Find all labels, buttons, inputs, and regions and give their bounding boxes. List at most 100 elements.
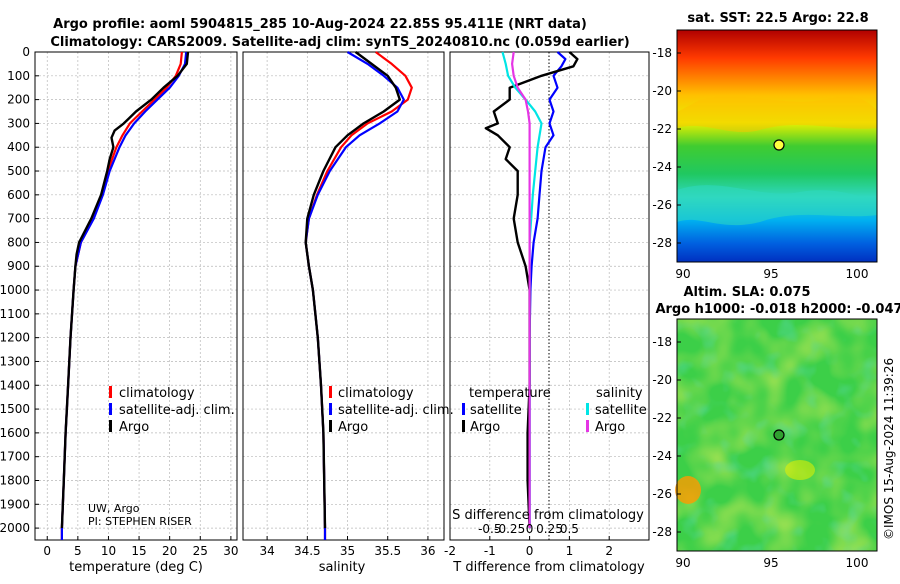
series-satellite-adj-clim- — [304, 51, 405, 540]
salinity-series — [304, 51, 413, 540]
salinity-x-label: salinity — [319, 560, 366, 575]
lat-tick-label: -20 — [652, 373, 672, 387]
temperature-x-label: temperature (deg C) — [69, 560, 203, 575]
x-tick-label: 30 — [223, 544, 238, 558]
sla-yellow-blob — [785, 460, 815, 480]
salinity-difference-label: S difference from climatology — [452, 508, 644, 523]
lon-tick-label: 100 — [846, 267, 869, 281]
legend-label-t-argo: Argo — [470, 420, 500, 435]
legend-marker-climatology — [329, 386, 332, 398]
depth-tick-label: 400 — [7, 140, 30, 154]
sla-map-title-2: Argo h1000: -0.018 h2000: -0.047 — [655, 302, 900, 317]
series-s-argo — [510, 51, 531, 529]
legend-marker-satellite — [329, 403, 332, 415]
x-tick-label: 10 — [101, 544, 116, 558]
salinity-x-ticks: 34 34.5 35 35.5 36 — [259, 536, 436, 558]
x-tick-label: 34 — [259, 544, 274, 558]
lat-tick-label: -28 — [652, 525, 672, 539]
x-tick-label: 20 — [162, 544, 177, 558]
depth-tick-label: 1800 — [0, 473, 30, 487]
lon-tick-label: 95 — [763, 556, 778, 570]
depth-tick-label: 1300 — [0, 354, 30, 368]
salinity-grid — [243, 51, 444, 540]
series-climatology — [304, 51, 413, 540]
lat-tick-label: -20 — [652, 84, 672, 98]
depth-tick-label: 900 — [7, 259, 30, 273]
x-tick-label: 25 — [193, 544, 208, 558]
x-tick-label: 35 — [340, 544, 355, 558]
sst-longitude-ticks: 90 95 100 — [675, 267, 868, 281]
depth-tick-label: 100 — [7, 69, 30, 83]
lon-tick-label: 90 — [675, 556, 690, 570]
x-tick-label: 0 — [43, 544, 51, 558]
depth-tick-label: 1600 — [0, 426, 30, 440]
salinity-difference-ticks: -0.5-0.25 0 0.250.5 — [478, 522, 579, 536]
lat-tick-label: -18 — [652, 46, 672, 60]
legend-label-satellite: satellite-adj. clim. — [338, 403, 454, 418]
legend-label-satellite: satellite-adj. clim. — [119, 403, 235, 418]
temperature-axes-frame — [34, 51, 238, 541]
legend-label-argo: Argo — [119, 420, 149, 435]
x-tick-label: 36 — [420, 544, 435, 558]
salinity-axes-frame — [242, 51, 445, 541]
temperature-legend: climatology satellite-adj. clim. Argo — [109, 386, 235, 435]
sla-map-title-1: Altim. SLA: 0.075 — [684, 285, 811, 300]
x-tick-label: 2 — [605, 544, 613, 558]
argo-location-marker — [773, 429, 785, 441]
legend-label-argo: Argo — [338, 420, 368, 435]
title-line-2: Climatology: CARS2009. Satellite-adj cli… — [50, 35, 629, 50]
timestamp: ©IMOS 15-Aug-2024 11:39:26 — [882, 358, 896, 540]
credit-line-2: PI: STEPHEN RISER — [88, 515, 192, 528]
temperature-x-ticks: 0 5 10 15 20 25 30 — [43, 536, 239, 558]
s-tick-label: -0.25 — [494, 522, 525, 536]
sla-map-frame — [676, 318, 878, 552]
x-tick-label: 0 — [526, 544, 534, 558]
lat-tick-label: -24 — [652, 449, 672, 463]
argo-location-marker — [773, 139, 785, 151]
s-tick-label: 0 — [526, 522, 534, 536]
temperature-grid — [35, 51, 237, 540]
depth-tick-label: 1500 — [0, 402, 30, 416]
s-tick-label: 0.5 — [560, 522, 579, 536]
depth-tick-label: 800 — [7, 235, 30, 249]
depth-axis-ticks: 0 100 200 300 400 500 600 700 800 900 1000 1100 1200… — [0, 45, 39, 535]
x-tick-label: -2 — [444, 544, 456, 558]
lon-tick-label: 90 — [675, 267, 690, 281]
depth-tick-label: 1700 — [0, 450, 30, 464]
depth-tick-label: 1100 — [0, 307, 30, 321]
legend-marker-t-argo — [462, 420, 465, 432]
depth-tick-label: 600 — [7, 188, 30, 202]
series-satellite-adj-clim- — [60, 51, 188, 540]
series-argo — [304, 51, 401, 529]
legend-marker-argo — [109, 420, 112, 432]
sla-longitude-ticks: 90 95 100 — [675, 556, 868, 570]
depth-tick-label: 500 — [7, 164, 30, 178]
depth-tick-label: 200 — [7, 93, 30, 107]
legend-marker-argo — [329, 420, 332, 432]
sst-map-frame — [676, 29, 878, 263]
depth-tick-label: 1400 — [0, 378, 30, 392]
temperature-panel: 0 5 10 15 20 25 30 0 100 200 300 400 500 600 700 800 90… — [0, 45, 239, 575]
salinity-legend: climatology satellite-adj. clim. Argo — [329, 386, 454, 435]
sst-cool-tongue — [677, 185, 877, 226]
legend-label-s-argo: Argo — [595, 420, 625, 435]
credit-line-1: UW, Argo — [88, 502, 140, 515]
sst-warm-patch — [677, 96, 877, 133]
s-tick-label: 0.25 — [536, 522, 563, 536]
lon-tick-label: 100 — [846, 556, 869, 570]
lat-tick-label: -18 — [652, 335, 672, 349]
legend-label-t-satellite: satellite — [470, 403, 522, 418]
depth-tick-label: 2000 — [0, 521, 30, 535]
legend-marker-s-satellite — [586, 403, 589, 415]
legend-marker-s-argo — [586, 420, 589, 432]
difference-x-ticks: -2 -1 0 1 2 — [444, 536, 613, 558]
depth-tick-label: 1200 — [0, 331, 30, 345]
x-tick-label: 5 — [74, 544, 82, 558]
lat-tick-label: -22 — [652, 122, 672, 136]
lat-tick-label: -22 — [652, 411, 672, 425]
sla-latitude-ticks: -18 -20 -22 -24 -26 -28 — [652, 335, 681, 539]
lat-tick-label: -26 — [652, 487, 672, 501]
title-line-1: Argo profile: aoml 5904815_285 10-Aug-20… — [53, 17, 587, 32]
difference-legend: temperature salinity satellite Argo sate… — [462, 386, 647, 435]
depth-tick-label: 300 — [7, 116, 30, 130]
